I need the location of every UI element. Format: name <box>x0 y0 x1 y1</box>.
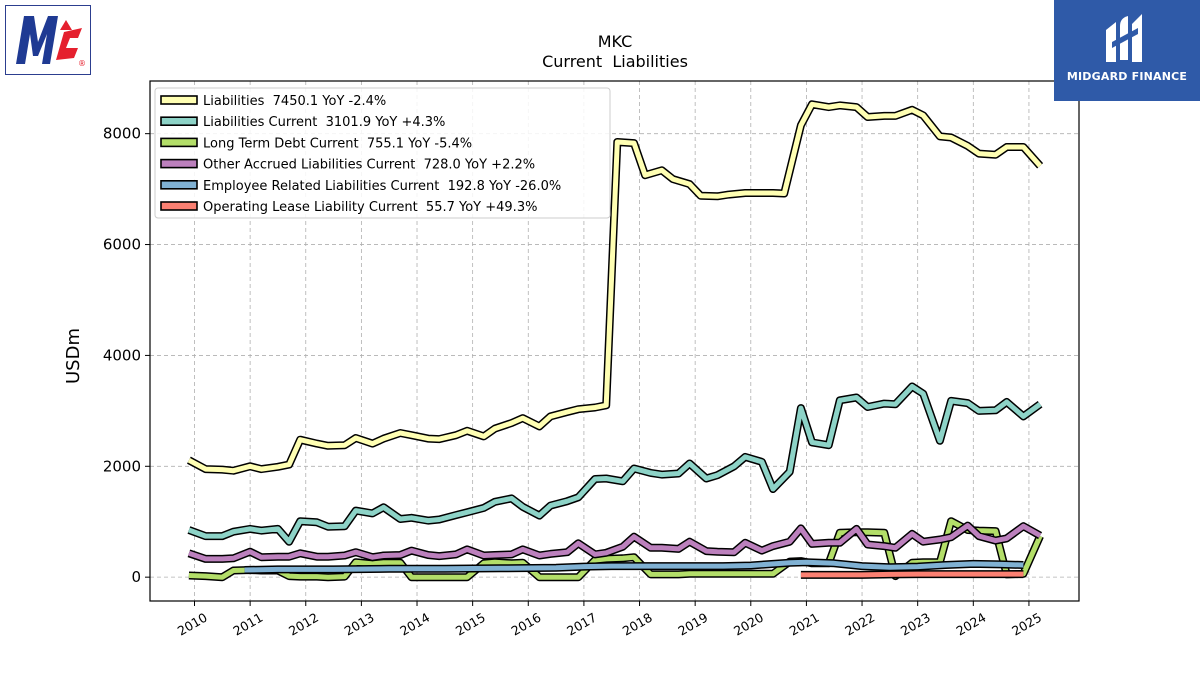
x-tick-label: 2017 <box>564 610 599 639</box>
legend-label: Employee Related Liabilities Current 192… <box>203 179 561 194</box>
x-tick-label: 2016 <box>509 610 544 639</box>
series-line <box>187 101 1042 474</box>
legend-swatch <box>160 116 198 126</box>
x-tick-label: 2019 <box>675 610 710 639</box>
x-tick-label: 2015 <box>453 610 488 639</box>
plot-frame <box>149 80 1080 602</box>
series-line <box>800 571 1024 578</box>
legend-swatch <box>160 180 198 190</box>
x-tick-label: 2013 <box>342 610 377 639</box>
x-tick-label: 2023 <box>898 610 933 639</box>
series-line <box>244 559 1024 573</box>
midgard-m-icon <box>1106 14 1142 62</box>
chart-title: MKC <box>598 32 633 51</box>
legend-label: Liabilities 7450.1 YoY -2.4% <box>203 94 386 109</box>
x-tick-label: 2018 <box>620 610 655 639</box>
legend-label: Other Accrued Liabilities Current 728.0 … <box>203 158 535 173</box>
x-tick-label: 2022 <box>842 610 877 639</box>
series-4 <box>244 558 1024 574</box>
legend-swatch <box>160 95 198 105</box>
midgard-finance-text: MIDGARD FINANCE <box>1066 70 1188 83</box>
legend-swatch <box>160 201 198 211</box>
y-tick-label: 6000 <box>103 236 141 254</box>
y-tick-label: 4000 <box>103 346 141 364</box>
chart-subtitle: Current Liabilities <box>542 52 688 71</box>
legend-label: Operating Lease Liability Current 55.7 Y… <box>203 200 537 215</box>
series-1 <box>187 382 1043 546</box>
x-tick-label: 2021 <box>787 610 822 639</box>
legend-swatch <box>160 158 198 169</box>
series-line <box>188 523 1042 562</box>
x-tick-label: 2025 <box>1009 610 1044 639</box>
series-5 <box>800 570 1024 579</box>
x-tick-label: 2012 <box>286 610 321 639</box>
y-tick-label: 2000 <box>103 457 141 475</box>
series-0 <box>187 100 1044 475</box>
series-line-outline <box>187 382 1043 546</box>
mccormick-logo-icon <box>16 16 82 64</box>
registered-mark: ® <box>78 59 86 68</box>
x-tick-label: 2014 <box>397 610 432 639</box>
legend-label: Long Term Debt Current 755.1 YoY -5.4% <box>203 136 472 151</box>
series-line <box>188 384 1042 545</box>
mccormick-logo: ® <box>5 5 91 75</box>
x-tick-label: 2020 <box>731 610 766 639</box>
legend-swatch <box>160 137 198 148</box>
series-layer <box>187 100 1044 582</box>
series-3 <box>187 521 1043 563</box>
legend: Liabilities 7450.1 YoY -2.4% Liabilities … <box>154 87 611 219</box>
x-tick-label: 2011 <box>230 610 265 639</box>
legend-label: Liabilities Current 3101.9 YoY +4.3% <box>203 115 445 130</box>
y-axis-label: USDm <box>63 328 84 384</box>
x-tick-label: 2024 <box>954 610 989 639</box>
series-line-outline <box>187 521 1043 563</box>
y-tick-label: 0 <box>131 568 141 586</box>
y-tick-label: 8000 <box>103 125 141 143</box>
legend-box <box>154 87 611 219</box>
x-tick-label: 2010 <box>175 610 210 639</box>
midgard-finance-logo: MIDGARD FINANCE <box>1054 0 1200 101</box>
